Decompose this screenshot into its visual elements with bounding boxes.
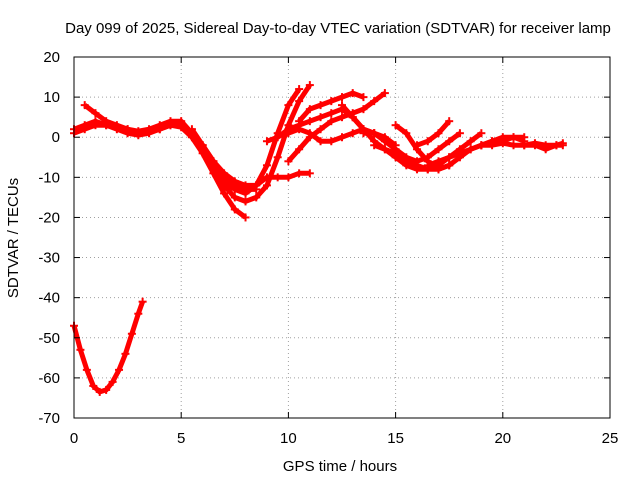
series-line xyxy=(416,119,452,148)
y-tick-label: -20 xyxy=(38,209,60,226)
y-tick-label: 0 xyxy=(52,129,60,146)
plot-border xyxy=(73,56,611,419)
y-tick-label: 20 xyxy=(43,49,60,66)
x-tick-label: 10 xyxy=(280,430,297,447)
y-tick-label: -10 xyxy=(38,169,60,186)
y-tick-label: -50 xyxy=(38,330,60,347)
series-arc-low xyxy=(70,297,147,396)
x-tick-label: 0 xyxy=(70,430,78,447)
x-tick-label: 5 xyxy=(177,430,185,447)
series-arc-14 xyxy=(413,117,454,150)
x-tick-label: 20 xyxy=(494,430,511,447)
y-tick-label: -60 xyxy=(38,370,60,387)
y-tick-label: -40 xyxy=(38,290,60,307)
y-tick-label: -30 xyxy=(38,250,60,267)
x-tick-label: 25 xyxy=(602,430,619,447)
x-tick-label: 15 xyxy=(387,430,404,447)
series-line xyxy=(363,130,462,164)
tick-layer: 0 5 10 15 20 25 20 10 0 -10 -20 -30 -40 -50 -60 -70 xyxy=(38,49,618,447)
series-arc-08 xyxy=(295,89,368,126)
series-line xyxy=(286,91,387,163)
series-line xyxy=(426,134,525,168)
y-tick-label: -70 xyxy=(38,410,60,427)
y-tick-label: 10 xyxy=(43,89,60,106)
series-layer xyxy=(70,81,567,396)
series-line xyxy=(71,300,145,395)
series-arc-17 xyxy=(520,139,567,154)
x-axis-label: GPS time / hours xyxy=(283,458,397,475)
series-arc-07 xyxy=(284,89,389,166)
chart-title: Day 099 of 2025, Sidereal Day-to-day VTE… xyxy=(65,20,611,37)
y-axis-label: SDTVAR / TECUs xyxy=(5,178,22,298)
